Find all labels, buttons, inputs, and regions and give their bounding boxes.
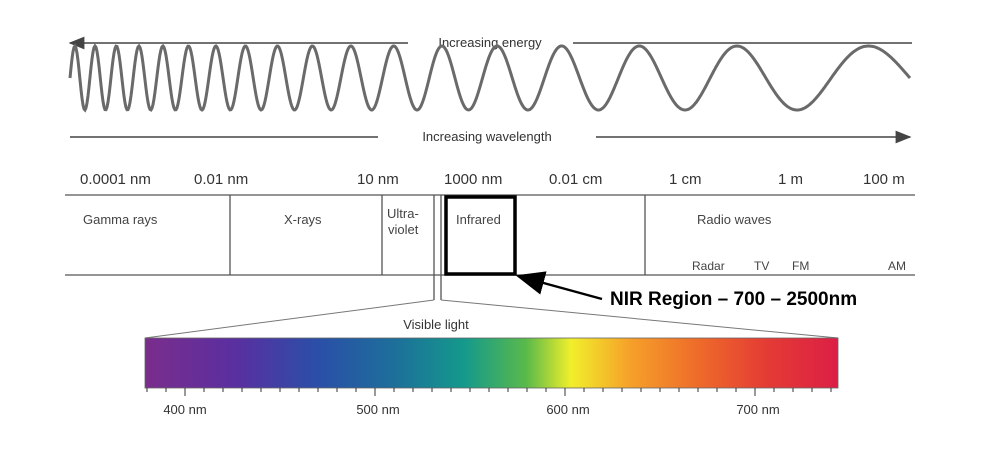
visible-tick-label: 500 nm [356,402,399,417]
band-ultraviolet-2: violet [388,222,419,237]
band-radio-waves: Radio waves [697,212,772,227]
energy-arrow: Increasing energy [68,35,912,50]
visible-tick-label: 600 nm [546,402,589,417]
wavelength-arrow: Increasing wavelength [70,129,912,144]
nir-highlight-box [444,195,517,276]
visible-tick-label: 400 nm [163,402,206,417]
wave-icon [68,43,912,113]
radio-sub-am: AM [888,259,906,273]
visible-fan-lines [144,299,839,339]
scale-label: 1 cm [669,171,702,188]
band-ultraviolet: Ultra- [387,206,419,221]
spectrum-bands [65,194,915,300]
scale-label: 1 m [778,171,803,188]
nir-callout-arrow [515,271,603,301]
band-gamma-rays: Gamma rays [83,212,158,227]
nir-callout: NIR Region – 700 – 2500nm [610,289,857,310]
scale-label: 0.01 nm [194,171,248,188]
energy-label: Increasing energy [438,35,542,50]
radio-sub-tv: TV [754,259,769,273]
scale-label: 0.0001 nm [80,171,151,188]
wavelength-scale: 0.0001 nm 0.01 nm 10 nm 1000 nm 0.01 cm … [80,171,905,188]
band-infrared: Infrared [456,212,501,227]
visible-spectrum-ticks [146,388,832,396]
scale-label: 1000 nm [444,171,502,188]
scale-label: 0.01 cm [549,171,602,188]
scale-label: 100 m [863,171,905,188]
scale-label: 10 nm [357,171,399,188]
visible-light-label: Visible light [403,317,469,332]
band-x-rays: X-rays [284,212,322,227]
radio-sub-fm: FM [792,259,809,273]
wavelength-label: Increasing wavelength [422,129,551,144]
radio-sub-radar: Radar [692,259,725,273]
visible-spectrum-bar [144,337,839,389]
visible-tick-label: 700 nm [736,402,779,417]
